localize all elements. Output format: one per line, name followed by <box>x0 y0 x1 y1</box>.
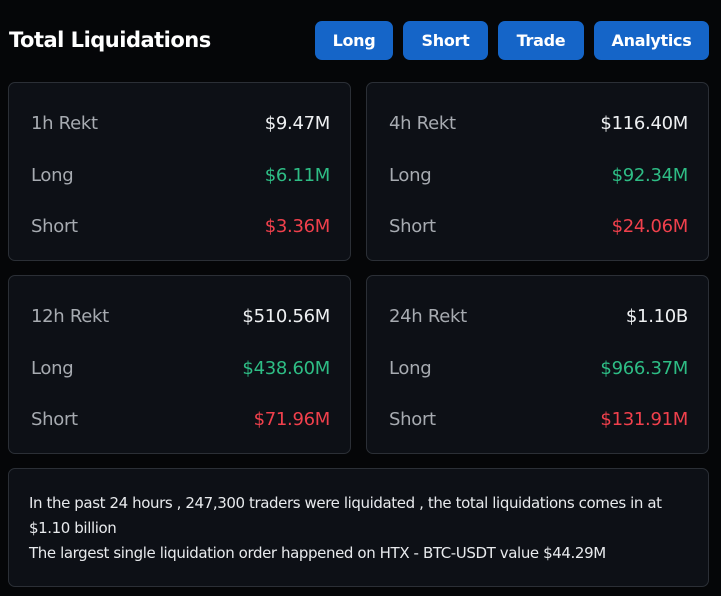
total-row: 4h Rekt $116.40M <box>389 113 688 134</box>
short-row: Short $131.91M <box>389 409 688 430</box>
total-value: $9.47M <box>264 113 331 134</box>
long-row: Long $438.60M <box>31 358 330 379</box>
period-label: 24h Rekt <box>389 306 467 327</box>
short-value: $71.96M <box>253 409 331 430</box>
card-1h-rekt: 1h Rekt $9.47M Long $6.11M Short $3.36M <box>8 82 351 261</box>
long-label: Long <box>31 358 74 379</box>
short-row: Short $3.36M <box>31 216 330 237</box>
card-4h-rekt: 4h Rekt $116.40M Long $92.34M Short $24.06M <box>366 82 709 261</box>
total-row: 12h Rekt $510.56M <box>31 306 330 327</box>
card-24h-rekt: 24h Rekt $1.10B Long $966.37M Short $131.91… <box>366 275 709 454</box>
summary-text: In the past 24 hours , 247,300 traders w… <box>29 494 662 537</box>
long-label: Long <box>389 165 432 186</box>
short-label: Short <box>389 409 436 430</box>
long-button[interactable]: Long <box>315 21 393 60</box>
period-label: 12h Rekt <box>31 306 109 327</box>
card-12h-rekt: 12h Rekt $510.56M Long $438.60M Short $71.9… <box>8 275 351 454</box>
period-label: 1h Rekt <box>31 113 98 134</box>
period-label: 4h Rekt <box>389 113 456 134</box>
total-value: $116.40M <box>600 113 688 134</box>
total-value: $510.56M <box>242 306 330 327</box>
long-value: $6.11M <box>264 165 331 186</box>
short-label: Short <box>389 216 436 237</box>
total-row: 1h Rekt $9.47M <box>31 113 330 134</box>
analytics-button[interactable]: Analytics <box>594 21 709 60</box>
long-label: Long <box>31 165 74 186</box>
long-value: $966.37M <box>600 358 688 379</box>
long-row: Long $92.34M <box>389 165 688 186</box>
total-value: $1.10B <box>625 306 688 327</box>
long-label: Long <box>389 358 432 379</box>
long-row: Long $6.11M <box>31 165 330 186</box>
short-value: $131.91M <box>600 409 688 430</box>
short-button[interactable]: Short <box>403 21 488 60</box>
summary-largest-order: The largest single liquidation order hap… <box>29 544 606 562</box>
trade-button[interactable]: Trade <box>498 21 584 60</box>
long-row: Long $966.37M <box>389 358 688 379</box>
long-value: $438.60M <box>242 358 330 379</box>
page-title: Total Liquidations <box>9 28 211 52</box>
short-label: Short <box>31 216 78 237</box>
short-value: $24.06M <box>611 216 689 237</box>
long-value: $92.34M <box>611 165 689 186</box>
short-row: Short $24.06M <box>389 216 688 237</box>
summary-panel: In the past 24 hours , 247,300 traders w… <box>8 468 709 587</box>
total-row: 24h Rekt $1.10B <box>389 306 688 327</box>
short-row: Short $71.96M <box>31 409 330 430</box>
short-value: $3.36M <box>264 216 331 237</box>
short-label: Short <box>31 409 78 430</box>
